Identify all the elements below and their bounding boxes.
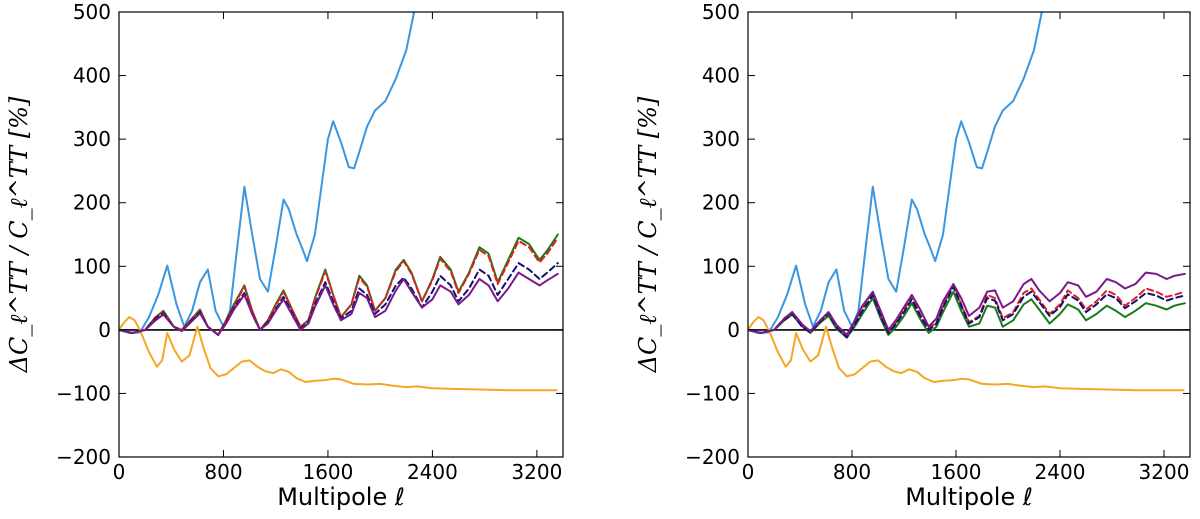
y-tick-label: 300 [702,127,740,151]
y-tick-label: −100 [685,381,740,405]
x-axis-label: Multipole ℓ [277,483,405,511]
x-tick-label: 3200 [511,460,562,484]
y-tick-label: 400 [73,64,111,88]
y-tick-label: −100 [56,381,111,405]
series-group [748,12,1190,392]
y-tick-label: −200 [685,445,740,469]
y-tick-label: 0 [727,318,740,342]
y-axis-label: ΔC_ℓ^TT / C_ℓ^TT [%] [634,96,662,373]
x-tick-label: 0 [742,460,755,484]
series-light-blue [119,12,416,334]
series-purple [119,271,559,336]
series-orange [119,316,558,392]
y-axis-label: ΔC_ℓ^TT / C_ℓ^TT [%] [5,96,33,373]
series-navy-dashed [119,262,559,336]
series-purple [748,271,1186,336]
x-tick-label: 3200 [1139,460,1190,484]
series-red-dashed [119,236,559,336]
axes-frame [118,11,564,458]
y-tick-label: 100 [702,254,740,278]
y-tick-label: 200 [702,191,740,215]
panel-left: 0 800 1600 2400 3200 −200 −100 0 100 200 300 400 500… [5,0,564,511]
x-tick-label: 1600 [931,460,982,484]
x-tick-label: 0 [113,460,126,484]
y-tick-label: 500 [73,0,111,24]
series-group [119,12,563,392]
y-tick-label: 500 [702,0,740,24]
series-green [119,233,559,336]
x-tick-label: 1600 [302,460,353,484]
y-tick-label: 400 [702,64,740,88]
axes-frame [747,11,1191,458]
x-tick-label: 800 [204,460,242,484]
x-axis-label: Multipole ℓ [905,483,1033,511]
x-tick-label: 2400 [1035,460,1086,484]
series-orange [748,316,1185,392]
panel-right: 0 800 1600 2400 3200 −200 −100 0 100 200 300 400 500… [634,0,1191,511]
y-tick-label: 0 [98,318,111,342]
y-tick-label: −200 [56,445,111,469]
y-tick-label: 100 [73,254,111,278]
y-tick-label: 300 [73,127,111,151]
series-light-blue [748,12,1043,334]
series-green [748,290,1186,339]
x-tick-label: 2400 [407,460,458,484]
y-tick-label: 200 [73,191,111,215]
x-tick-label: 800 [833,460,871,484]
